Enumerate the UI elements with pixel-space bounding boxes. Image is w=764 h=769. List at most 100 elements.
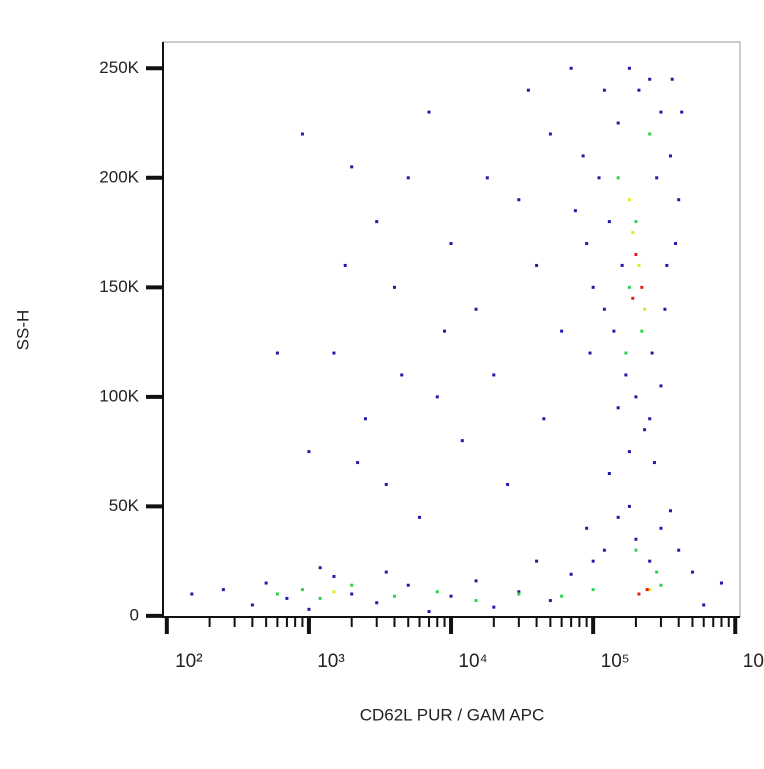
point	[659, 583, 663, 587]
y-tick-label: 100K	[99, 386, 139, 405]
point	[591, 588, 595, 592]
point	[474, 579, 478, 583]
point	[435, 590, 439, 594]
point	[363, 417, 367, 421]
point	[300, 132, 304, 136]
point	[585, 242, 589, 246]
x-tick-label: 10⁴	[458, 651, 487, 672]
point	[690, 570, 694, 574]
point	[677, 198, 681, 202]
point	[607, 220, 611, 224]
point	[190, 592, 194, 596]
point	[663, 307, 667, 311]
point	[548, 132, 552, 136]
point	[418, 515, 422, 519]
point	[648, 559, 652, 563]
point	[607, 472, 611, 476]
point	[542, 417, 546, 421]
point	[640, 285, 644, 289]
point	[285, 596, 289, 600]
point	[659, 526, 663, 530]
point	[585, 526, 589, 530]
point	[569, 572, 573, 576]
point	[634, 220, 638, 224]
point	[526, 88, 530, 92]
point	[221, 588, 225, 592]
point	[400, 373, 404, 377]
point	[427, 610, 431, 614]
point	[332, 590, 336, 594]
point	[643, 307, 647, 311]
point	[535, 263, 539, 267]
point	[573, 209, 577, 213]
point	[492, 605, 496, 609]
point	[650, 351, 654, 355]
point	[275, 351, 279, 355]
point	[492, 373, 496, 377]
point	[591, 285, 595, 289]
point	[655, 570, 659, 574]
x-tick-label: 10⁵	[601, 651, 630, 672]
point	[634, 548, 638, 552]
point	[350, 583, 354, 587]
y-tick-label: 150K	[99, 277, 139, 296]
point	[375, 220, 379, 224]
point	[659, 384, 663, 388]
x-tick-label: 10⁶	[743, 651, 764, 672]
point	[624, 373, 628, 377]
point	[680, 110, 684, 114]
point	[719, 581, 723, 585]
y-tick-label: 0	[130, 605, 139, 624]
point	[474, 599, 478, 603]
point	[640, 329, 644, 333]
point	[655, 176, 659, 180]
point	[474, 307, 478, 311]
point	[648, 417, 652, 421]
point	[627, 66, 631, 70]
point	[318, 566, 322, 570]
point	[702, 603, 706, 607]
point	[250, 603, 254, 607]
point	[406, 583, 410, 587]
point	[627, 198, 631, 202]
point	[307, 450, 311, 454]
point	[384, 570, 388, 574]
point	[597, 176, 601, 180]
point	[517, 592, 521, 596]
point	[634, 252, 638, 256]
point	[517, 198, 521, 202]
y-tick-label: 50K	[109, 496, 140, 515]
point	[591, 559, 595, 563]
point	[569, 66, 573, 70]
point	[634, 537, 638, 541]
point	[392, 285, 396, 289]
point	[674, 242, 678, 246]
point	[485, 176, 489, 180]
point	[602, 88, 606, 92]
y-tick-label: 200K	[99, 167, 139, 186]
x-tick-label: 10³	[317, 651, 344, 672]
point	[602, 307, 606, 311]
point	[300, 588, 304, 592]
point	[668, 154, 672, 158]
point	[560, 329, 564, 333]
point	[350, 165, 354, 169]
point	[535, 559, 539, 563]
point	[406, 176, 410, 180]
point	[652, 461, 656, 465]
point	[560, 594, 564, 598]
point	[665, 263, 669, 267]
point	[624, 351, 628, 355]
point	[332, 574, 336, 578]
point	[548, 599, 552, 603]
point	[677, 548, 681, 552]
point	[616, 176, 620, 180]
point	[435, 395, 439, 399]
point	[506, 482, 510, 486]
point	[517, 590, 521, 594]
point	[318, 596, 322, 600]
point	[384, 482, 388, 486]
point	[645, 588, 649, 592]
